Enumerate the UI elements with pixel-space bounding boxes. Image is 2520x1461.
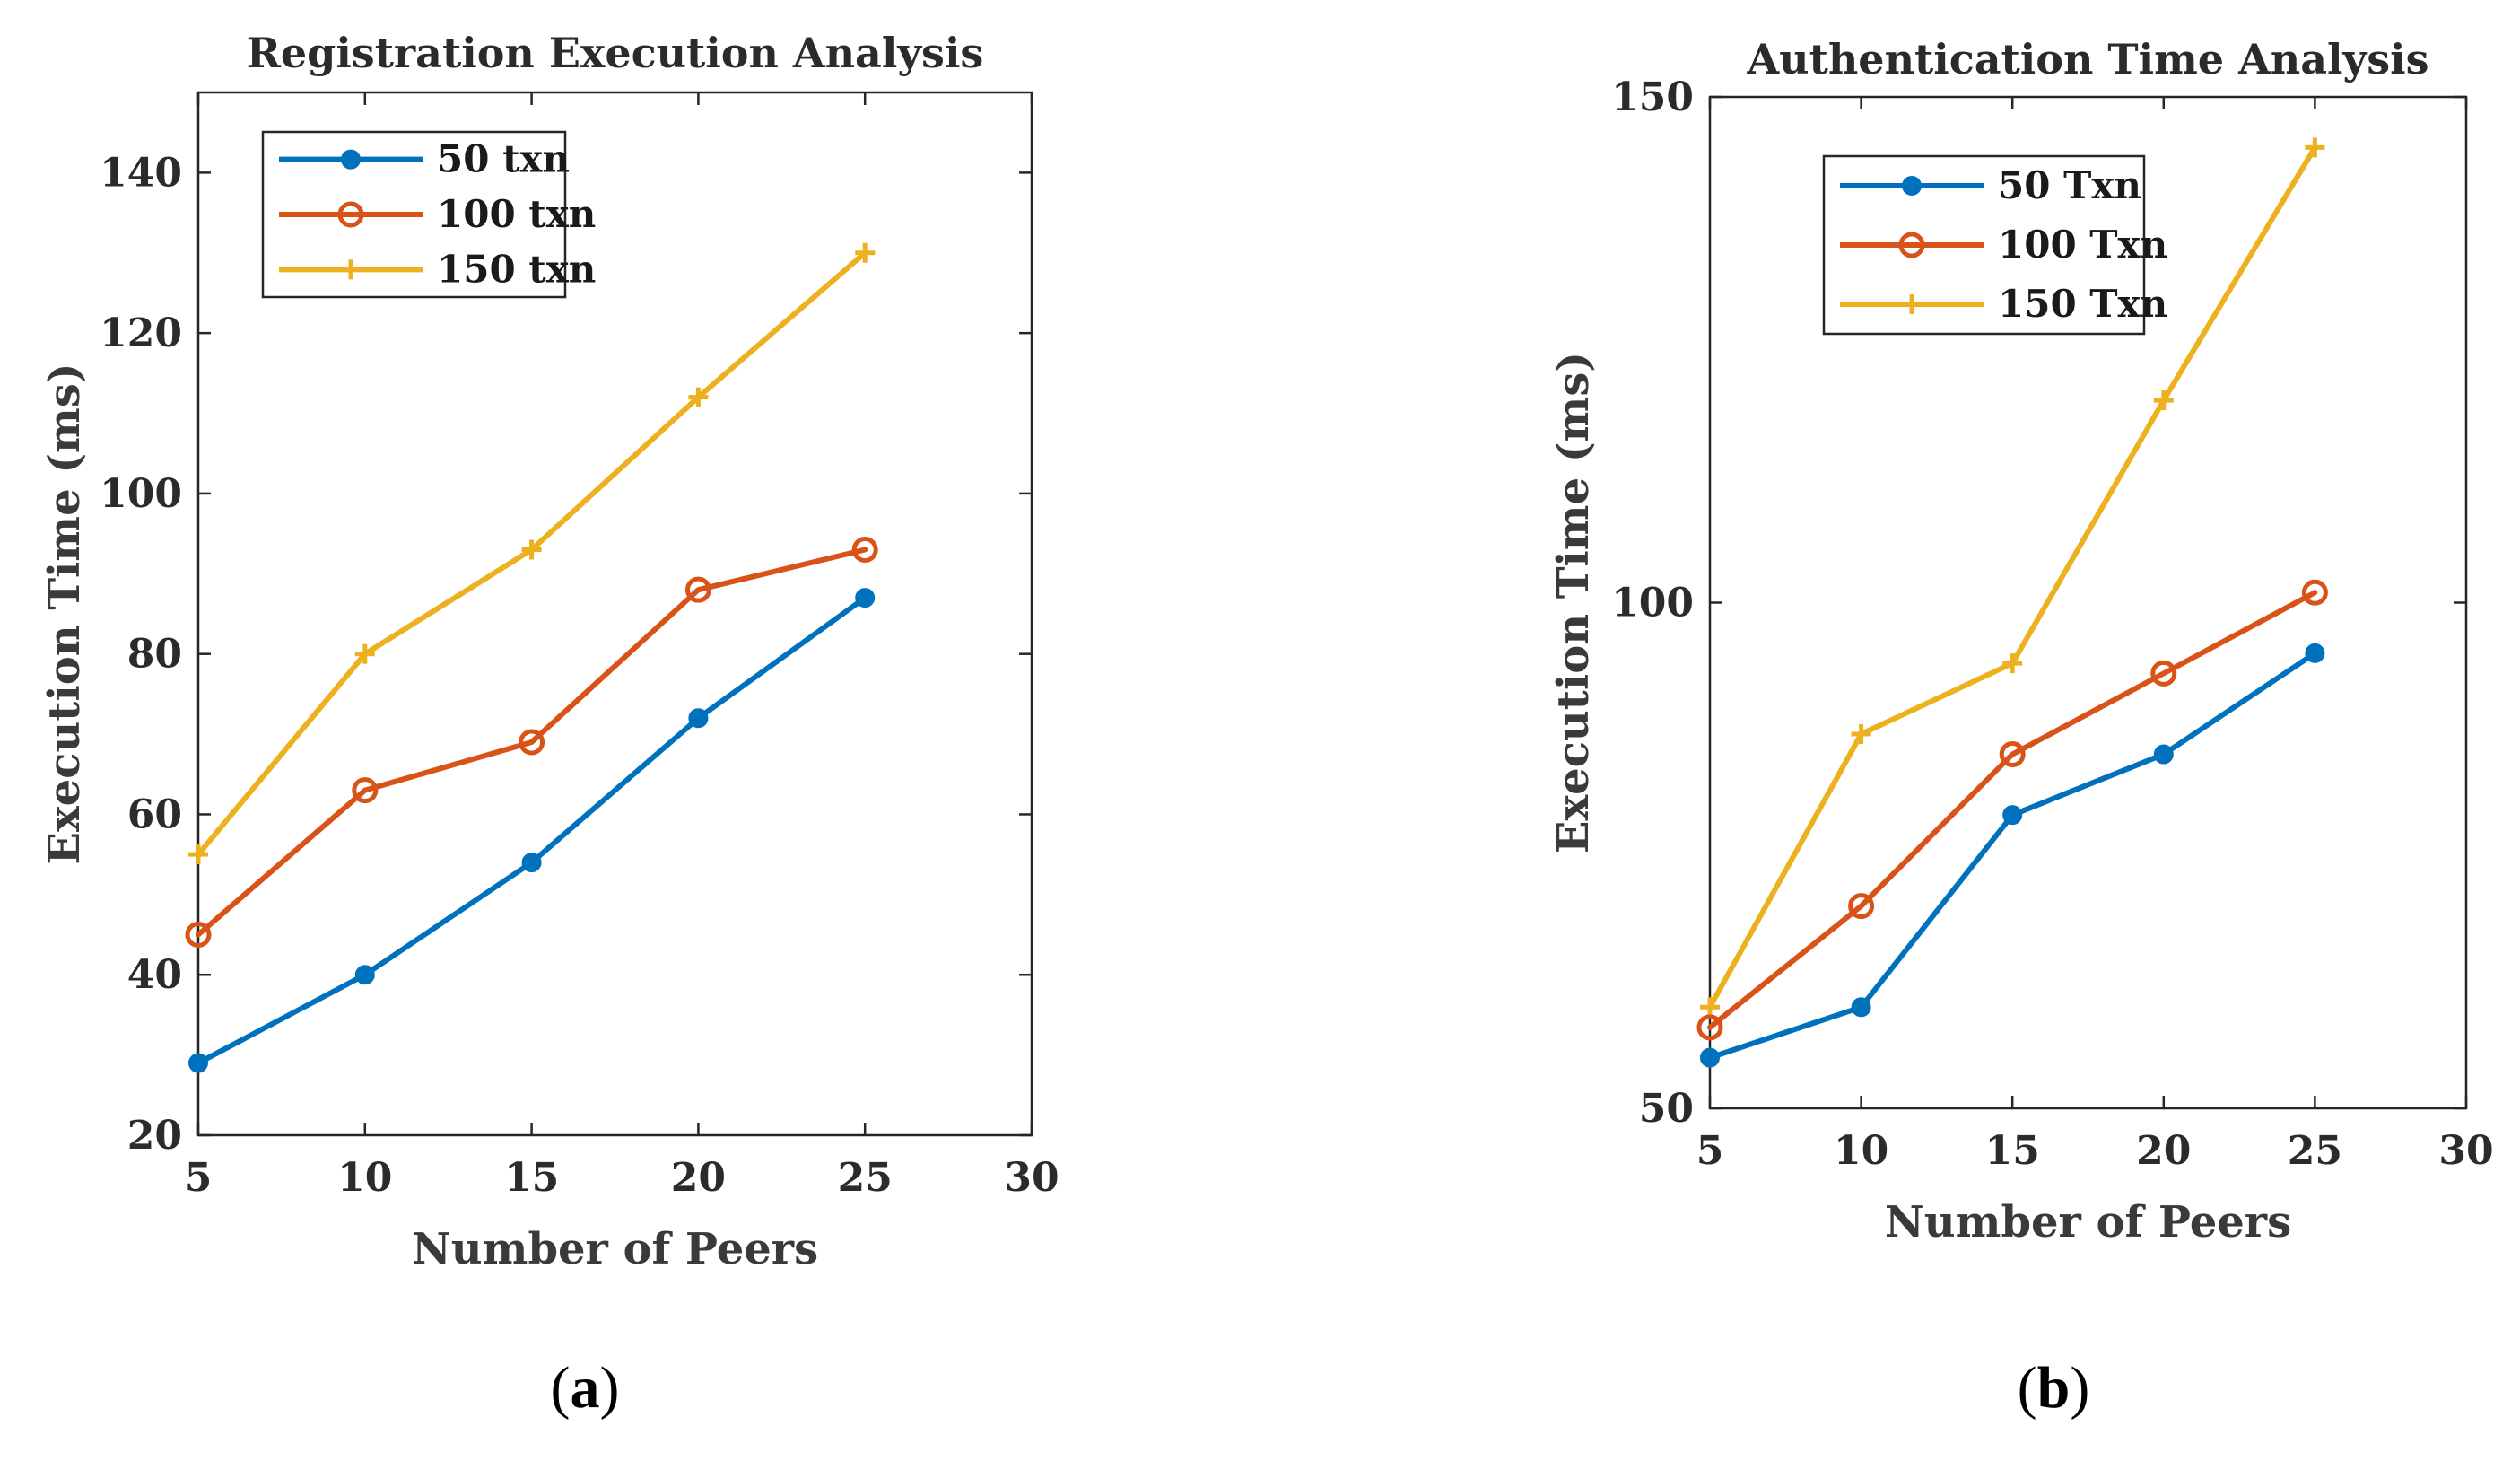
data-point xyxy=(2150,660,2177,687)
y-axis-label: Execution Time (ms) xyxy=(39,363,90,864)
data-point xyxy=(521,853,542,873)
data-point xyxy=(519,729,545,756)
data-point xyxy=(688,708,709,729)
data-point xyxy=(1696,1014,1723,1041)
y-tick-label: 120 xyxy=(100,311,182,356)
data-point xyxy=(2305,137,2325,158)
data-point xyxy=(2002,653,2023,674)
x-tick-label: 10 xyxy=(337,1155,392,1201)
data-point xyxy=(1700,997,1720,1018)
x-tick-label: 25 xyxy=(838,1155,893,1201)
legend-label: 100 txn xyxy=(437,192,596,236)
x-axis-label: Number of Peers xyxy=(1885,1197,2291,1247)
series-150-txn xyxy=(1700,137,2325,1018)
plot-frame xyxy=(196,91,1033,1137)
legend-label: 150 txn xyxy=(437,247,596,291)
legend-marker xyxy=(337,201,364,228)
legend-marker xyxy=(1902,176,1922,196)
data-point xyxy=(1851,724,1871,745)
series-100-txn xyxy=(1696,579,2328,1041)
series-50-txn xyxy=(188,588,876,1073)
data-point xyxy=(1851,997,1871,1018)
data-point xyxy=(2153,390,2174,411)
series-line xyxy=(1707,590,2318,1030)
data-point xyxy=(1700,1047,1720,1068)
data-point xyxy=(185,922,212,949)
data-point xyxy=(354,643,375,664)
y-tick-label: 40 xyxy=(127,952,182,998)
y-tick-label: 80 xyxy=(127,632,182,678)
x-tick-label: 20 xyxy=(2136,1128,2191,1174)
legend-label: 150 Txn xyxy=(1998,282,2167,326)
series-150-txn xyxy=(188,242,876,865)
y-tick-label: 140 xyxy=(100,150,182,196)
legend-marker xyxy=(341,149,361,170)
legend-marker xyxy=(341,259,361,280)
x-tick-label: 30 xyxy=(1004,1155,1059,1201)
chart-a: 5 10 15 20 25 30 20 40 60 80 100 120 140 Registration… xyxy=(39,29,1059,1421)
caption-part: b xyxy=(2037,1355,2071,1421)
x-tick-label: 15 xyxy=(1985,1128,2040,1174)
data-point xyxy=(1848,893,1875,920)
figure-caption: (b) xyxy=(2018,1355,2090,1421)
data-point xyxy=(2153,744,2174,765)
legend: 50 txn 100 txn 150 txn xyxy=(261,130,596,299)
chart-title: Registration Execution Analysis xyxy=(247,29,984,77)
x-tick-label: 25 xyxy=(2288,1128,2342,1174)
data-point xyxy=(2305,643,2325,663)
y-tick-label: 50 xyxy=(1639,1086,1694,1132)
data-point xyxy=(521,539,542,560)
x-tick-label: 20 xyxy=(671,1155,726,1201)
legend: 50 Txn 100 Txn 150 Txn xyxy=(1822,154,2167,336)
x-tick-label: 5 xyxy=(1696,1128,1724,1174)
x-tick-label: 15 xyxy=(504,1155,559,1201)
series-line xyxy=(196,595,868,1066)
data-point xyxy=(855,588,876,608)
figure-caption: (a) xyxy=(551,1355,620,1421)
x-tick-label: 5 xyxy=(185,1155,213,1201)
y-tick-label: 20 xyxy=(127,1113,182,1159)
data-point xyxy=(2002,805,2023,826)
series-100-txn xyxy=(185,536,878,949)
data-point xyxy=(188,1053,208,1073)
x-axis-label: Number of Peers xyxy=(412,1224,818,1274)
x-tick-label: 30 xyxy=(2438,1128,2493,1174)
series-50-txn xyxy=(1700,643,2325,1068)
data-point xyxy=(188,844,208,865)
data-point xyxy=(688,387,709,407)
data-point xyxy=(855,242,876,263)
series-line xyxy=(196,547,868,938)
data-point xyxy=(684,576,711,603)
y-tick-label: 100 xyxy=(1611,581,1694,626)
caption-part: ( xyxy=(2018,1355,2037,1421)
chart-b: 5 10 15 20 25 30 50 100 150 Authentication Time A… xyxy=(1548,35,2494,1421)
legend-marker xyxy=(1902,294,1922,314)
y-axis-label: Execution Time (ms) xyxy=(1548,352,1599,853)
caption-part: a xyxy=(571,1355,600,1421)
legend-label: 100 Txn xyxy=(1998,223,2167,267)
data-point xyxy=(2301,579,2328,606)
caption-part: ( xyxy=(551,1355,571,1421)
data-point xyxy=(354,965,375,985)
y-tick-label: 150 xyxy=(1611,74,1694,120)
caption-part: ) xyxy=(600,1355,620,1421)
legend-marker xyxy=(1898,232,1925,258)
y-tick-label: 60 xyxy=(127,792,182,837)
data-point xyxy=(851,536,878,563)
caption-part: ) xyxy=(2070,1355,2089,1421)
chart-title: Authentication Time Analysis xyxy=(1746,35,2428,83)
data-point xyxy=(1999,741,2026,768)
data-point xyxy=(352,777,379,804)
x-tick-label: 10 xyxy=(1834,1128,1888,1174)
legend-label: 50 txn xyxy=(437,137,570,181)
series-line xyxy=(1707,650,2318,1061)
legend-label: 50 Txn xyxy=(1998,163,2141,207)
y-tick-label: 100 xyxy=(100,471,182,517)
